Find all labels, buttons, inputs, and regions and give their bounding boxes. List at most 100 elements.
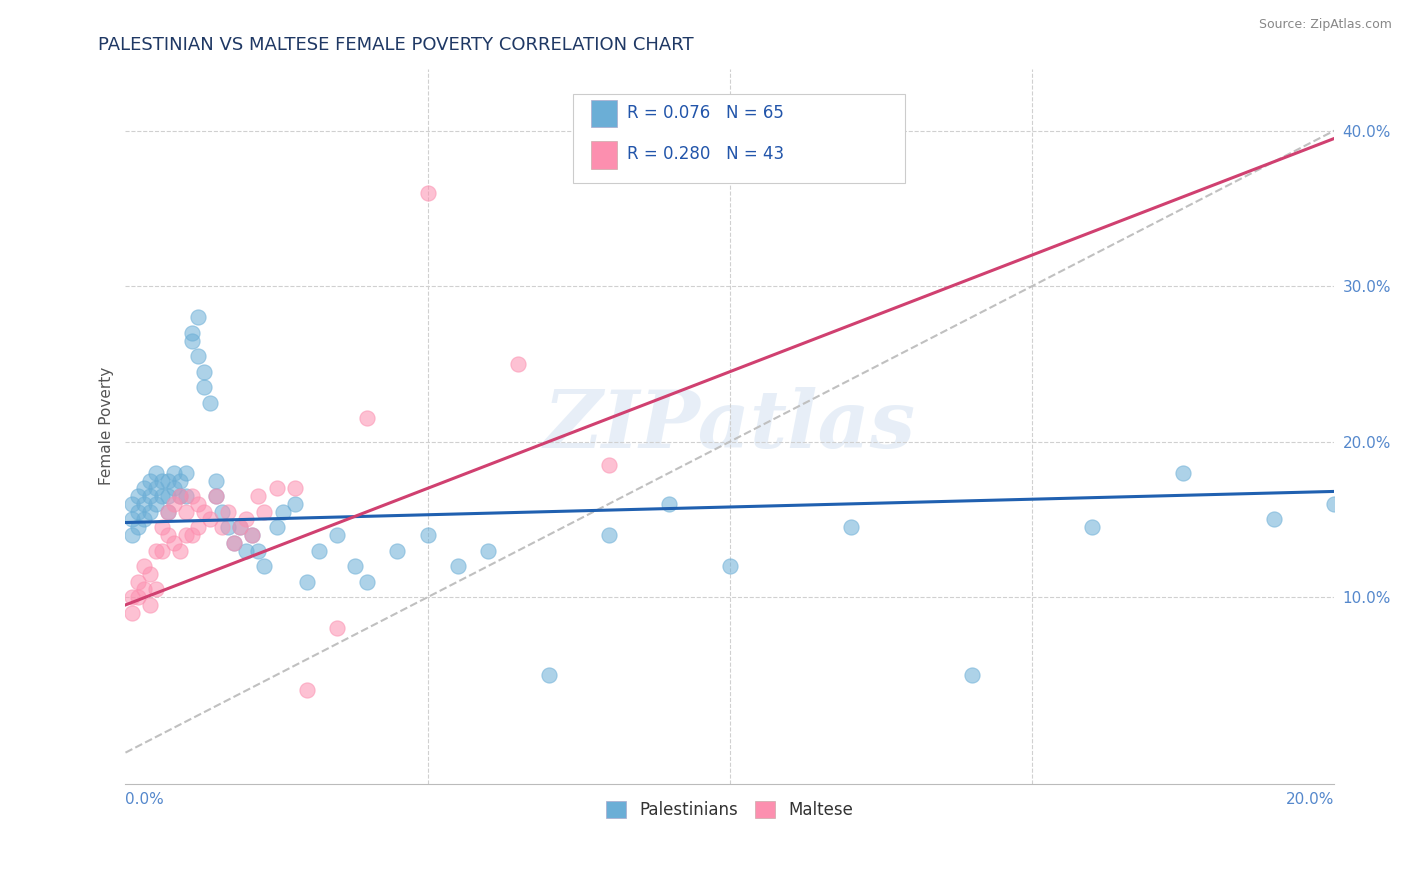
Point bbox=[658, 497, 681, 511]
Text: 20.0%: 20.0% bbox=[1286, 791, 1334, 806]
Point bbox=[145, 543, 167, 558]
Point bbox=[217, 520, 239, 534]
Point bbox=[169, 489, 191, 503]
Text: ZIPatlas: ZIPatlas bbox=[544, 387, 915, 465]
Point bbox=[242, 528, 264, 542]
Point bbox=[211, 505, 233, 519]
Point bbox=[356, 574, 378, 589]
Point bbox=[198, 512, 221, 526]
Point bbox=[174, 505, 197, 519]
Point bbox=[127, 574, 149, 589]
Point bbox=[217, 505, 239, 519]
Point bbox=[253, 559, 276, 574]
Point bbox=[163, 466, 186, 480]
Point bbox=[960, 668, 983, 682]
Point bbox=[187, 497, 209, 511]
Legend: Palestinians, Maltese: Palestinians, Maltese bbox=[600, 794, 860, 825]
Point bbox=[169, 543, 191, 558]
Point bbox=[247, 489, 270, 503]
Point bbox=[284, 497, 307, 511]
Point bbox=[187, 520, 209, 534]
Point bbox=[145, 466, 167, 480]
Y-axis label: Female Poverty: Female Poverty bbox=[100, 367, 114, 485]
Point bbox=[198, 396, 221, 410]
Point bbox=[127, 489, 149, 503]
Point bbox=[295, 574, 318, 589]
FancyBboxPatch shape bbox=[591, 100, 617, 128]
Point bbox=[508, 357, 530, 371]
Point bbox=[181, 489, 204, 503]
Point bbox=[242, 528, 264, 542]
Point bbox=[537, 668, 560, 682]
Point bbox=[169, 489, 191, 503]
Point bbox=[132, 512, 155, 526]
Point bbox=[839, 520, 862, 534]
Text: Source: ZipAtlas.com: Source: ZipAtlas.com bbox=[1258, 18, 1392, 31]
Point bbox=[224, 535, 246, 549]
Point bbox=[156, 528, 179, 542]
Text: R = 0.076   N = 65: R = 0.076 N = 65 bbox=[627, 103, 785, 122]
Point bbox=[1323, 497, 1346, 511]
Point bbox=[271, 505, 294, 519]
Point bbox=[150, 474, 173, 488]
Point bbox=[150, 520, 173, 534]
Point bbox=[132, 582, 155, 597]
Point bbox=[132, 481, 155, 495]
Point bbox=[163, 535, 186, 549]
Point bbox=[169, 474, 191, 488]
Point bbox=[326, 621, 349, 635]
Point bbox=[193, 380, 215, 394]
Point bbox=[416, 528, 439, 542]
Point bbox=[174, 489, 197, 503]
Point bbox=[156, 489, 179, 503]
Point bbox=[356, 411, 378, 425]
Point bbox=[156, 505, 179, 519]
Point bbox=[1263, 512, 1285, 526]
Point bbox=[121, 512, 143, 526]
Point bbox=[344, 559, 367, 574]
Point bbox=[326, 528, 349, 542]
Point bbox=[145, 582, 167, 597]
Point bbox=[138, 489, 160, 503]
Point bbox=[156, 474, 179, 488]
Point bbox=[187, 310, 209, 325]
Point bbox=[477, 543, 499, 558]
Point bbox=[211, 520, 233, 534]
Point bbox=[718, 559, 741, 574]
Point bbox=[150, 489, 173, 503]
Point bbox=[253, 505, 276, 519]
Point bbox=[150, 543, 173, 558]
Point bbox=[181, 528, 204, 542]
FancyBboxPatch shape bbox=[572, 94, 905, 183]
Point bbox=[598, 528, 620, 542]
Point bbox=[284, 481, 307, 495]
Point bbox=[127, 520, 149, 534]
Point bbox=[447, 559, 470, 574]
Point bbox=[205, 489, 228, 503]
Point bbox=[1081, 520, 1104, 534]
FancyBboxPatch shape bbox=[591, 142, 617, 169]
Point bbox=[121, 606, 143, 620]
Point bbox=[266, 520, 288, 534]
Point bbox=[132, 559, 155, 574]
Point bbox=[138, 566, 160, 581]
Point bbox=[229, 520, 252, 534]
Point bbox=[174, 466, 197, 480]
Point bbox=[163, 497, 186, 511]
Point bbox=[295, 683, 318, 698]
Point bbox=[181, 334, 204, 348]
Point bbox=[127, 505, 149, 519]
Point bbox=[205, 489, 228, 503]
Point bbox=[416, 186, 439, 200]
Point bbox=[145, 497, 167, 511]
Point bbox=[235, 512, 257, 526]
Text: 0.0%: 0.0% bbox=[125, 791, 165, 806]
Point bbox=[121, 590, 143, 604]
Point bbox=[224, 535, 246, 549]
Point bbox=[308, 543, 330, 558]
Point bbox=[127, 590, 149, 604]
Point bbox=[598, 458, 620, 472]
Point bbox=[174, 528, 197, 542]
Point bbox=[138, 474, 160, 488]
Point bbox=[121, 497, 143, 511]
